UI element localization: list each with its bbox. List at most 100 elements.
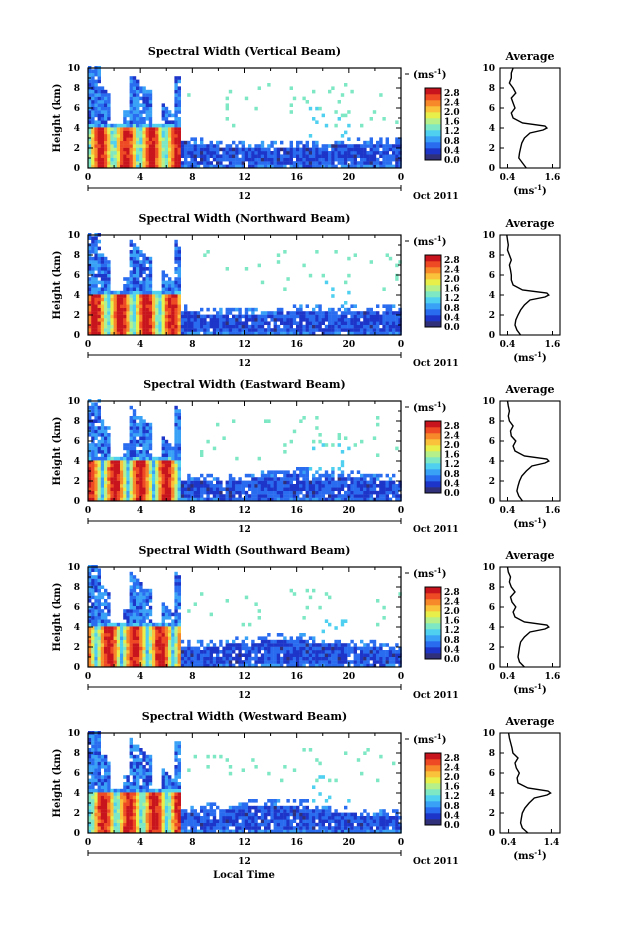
heatmap-cell [392, 314, 396, 319]
heatmap-cell [203, 151, 207, 155]
heatmap-cell [356, 646, 361, 651]
heatmap-cell [267, 311, 271, 315]
colorbar-frame [424, 586, 442, 660]
heatmap-cell [161, 626, 165, 630]
heatmap-cell [107, 324, 111, 329]
heatmap-cell [398, 157, 402, 162]
heatmap-cell [264, 321, 268, 325]
heatmap-cell [206, 487, 210, 491]
heatmap-cell [296, 324, 300, 329]
heatmap-cell [107, 301, 111, 305]
heatmap-cell [216, 151, 220, 155]
heatmap-cell [145, 650, 149, 654]
heatmap-cell [251, 656, 255, 661]
heatmap-cell [292, 653, 297, 657]
heatmap-cell [180, 314, 185, 319]
heatmap-cell [174, 290, 178, 295]
heatmap-cell [324, 147, 329, 152]
heatmap-cell [190, 154, 194, 158]
heatmap-cell [88, 83, 92, 87]
heatmap-cell [136, 599, 140, 603]
heatmap-cell [228, 311, 233, 315]
heatmap-cell [225, 328, 229, 332]
heatmap-cell [273, 147, 277, 152]
heatmap-cell [168, 494, 172, 498]
heatmap-cell [164, 113, 169, 118]
heatmap-cell [366, 656, 370, 661]
heatmap-cell [97, 663, 101, 668]
heatmap-cell [376, 331, 380, 336]
heatmap-cell [110, 301, 114, 305]
heatmap-cell [139, 443, 143, 447]
heatmap-cell [110, 127, 114, 131]
heatmap-cell [238, 643, 242, 647]
heatmap-cell [148, 164, 153, 169]
heatmap-cell [318, 164, 322, 169]
heatmap-cell [235, 643, 239, 647]
heatmap-cell [142, 626, 146, 630]
colorbar-segment [425, 309, 441, 316]
heatmap-cell [132, 409, 137, 413]
heatmap-cell [155, 123, 159, 128]
heatmap-cell [280, 639, 284, 644]
heatmap-cell [200, 484, 204, 488]
heatmap-cell [251, 484, 255, 488]
heatmap-cell [353, 643, 357, 647]
heatmap-cell [228, 147, 233, 152]
heatmap-cell [145, 588, 149, 593]
colorbar-segment [425, 427, 441, 434]
heatmap-cell [94, 650, 98, 654]
heatmap-cell [94, 290, 98, 295]
heatmap-cell [177, 100, 181, 104]
y-tick-label: 10 [67, 397, 80, 407]
heatmap-cell [289, 497, 293, 502]
heatmap-cell [123, 290, 127, 295]
heatmap-cell [225, 663, 229, 668]
heatmap-cell [337, 656, 341, 661]
heatmap-cell [344, 280, 348, 285]
heatmap-cell [168, 307, 172, 312]
heatmap-cell [312, 663, 316, 668]
heatmap-cell [126, 144, 130, 148]
heatmap-cell [235, 324, 239, 329]
heatmap-cell [289, 151, 293, 155]
heatmap-cell [177, 157, 181, 162]
heatmap-cell [270, 494, 274, 498]
heatmap-cell [132, 639, 137, 644]
heatmap-cell [104, 487, 108, 491]
heatmap-cell [180, 328, 185, 332]
heatmap-cell [177, 267, 181, 271]
heatmap-cell [216, 331, 220, 336]
heatmap-cell [107, 96, 111, 101]
heatmap-cell [161, 650, 165, 654]
heatmap-cell [139, 460, 143, 464]
heatmap-cell [209, 473, 213, 478]
heatmap-cell [94, 460, 98, 464]
heatmap-cell [174, 287, 178, 291]
heatmap-cell [136, 89, 140, 94]
heatmap-cell [196, 321, 201, 325]
heatmap-cell [126, 643, 130, 647]
heatmap-cell [152, 650, 156, 654]
heatmap-cell [126, 280, 130, 285]
heatmap-cell [94, 595, 98, 600]
heatmap-cell [174, 331, 178, 336]
average-x-label-close: ) [542, 685, 547, 696]
heatmap-cell [91, 83, 95, 87]
heatmap-cell [91, 812, 95, 817]
heatmap-cell [260, 653, 265, 657]
colorbar-tick-label: 1.6 [444, 617, 460, 627]
heatmap-cell [289, 140, 293, 145]
heatmap-cell [104, 436, 108, 440]
heatmap-cell [145, 100, 149, 104]
heatmap-cell [372, 650, 377, 654]
heatmap-cell [148, 622, 153, 627]
heatmap-cell [344, 157, 348, 162]
heatmap-cell [120, 494, 124, 498]
heatmap-cell [126, 477, 130, 481]
heatmap-cell [120, 134, 124, 138]
heatmap-cell [222, 157, 226, 162]
heatmap-cell [366, 324, 370, 329]
heatmap-cell [254, 321, 258, 325]
heatmap-cell [260, 328, 265, 332]
